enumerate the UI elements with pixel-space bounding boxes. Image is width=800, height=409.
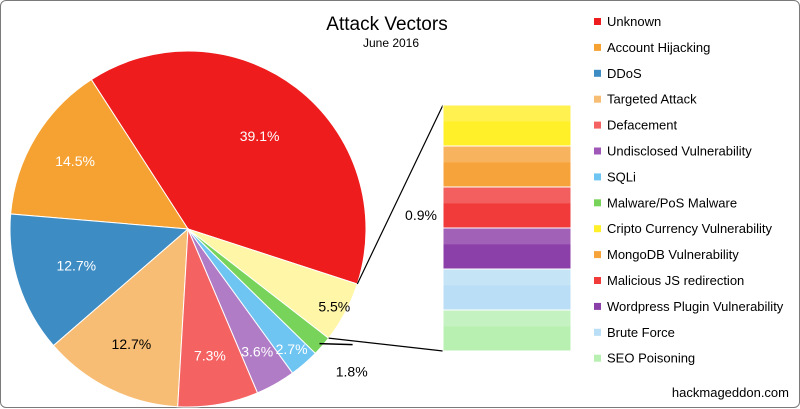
connector-line-bottom xyxy=(328,337,444,352)
legend-label-malicious-js-redirection: Malicious JS redirection xyxy=(607,273,744,288)
pie-label-malware-pos-malware: 1.8% xyxy=(336,364,368,380)
legend-swatch-cripto-currency-vulnerability xyxy=(594,225,601,233)
legend-label-ddos: DDoS xyxy=(607,66,642,81)
pie-label-leader-line xyxy=(319,342,353,346)
legend-swatch-wordpress-plugin-vulnerability xyxy=(594,302,601,310)
pie-slice-unknown xyxy=(90,50,367,285)
breakdown-segment-gloss xyxy=(443,228,571,245)
legend-swatch-malware-pos-malware xyxy=(594,199,601,207)
pie-label-unknown: 39.1% xyxy=(240,128,280,144)
legend-label-targeted-attack: Targeted Attack xyxy=(607,92,697,107)
legend-swatch-defacement xyxy=(594,121,601,129)
legend-swatch-undisclosed-vulnerability xyxy=(594,147,601,155)
legend-swatch-ddos xyxy=(594,69,601,77)
chart-title: Attack Vectors xyxy=(326,14,447,35)
legend-swatch-account-hijacking xyxy=(594,43,601,51)
pie-label-sqli: 2.7% xyxy=(276,341,308,357)
legend-label-account-hijacking: Account Hijacking xyxy=(607,40,710,55)
pie-label-targeted-attack: 12.7% xyxy=(112,336,152,352)
breakdown-segment-gloss xyxy=(443,146,571,163)
legend: Unknown Account Hijacking DDoS Targeted Att… xyxy=(594,14,784,366)
breakdown-value-label: 0.9% xyxy=(405,207,437,223)
legend-swatch-seo-poisoning xyxy=(594,354,601,362)
breakdown-connectors xyxy=(328,104,444,352)
breakdown-segment-cripto-currency-vulnerability xyxy=(442,104,572,147)
breakdown-segment-gloss xyxy=(443,187,571,204)
breakdown-segment-brute-force xyxy=(442,268,572,311)
connector-line-top xyxy=(356,104,444,285)
legend-swatch-targeted-attack xyxy=(594,95,601,103)
breakdown-segment-gloss xyxy=(443,310,571,327)
legend-swatch-sqli xyxy=(594,173,601,181)
pie-slice-ddos xyxy=(9,213,190,347)
legend-label-sqli: SQLi xyxy=(607,169,636,184)
breakdown-segment-gloss xyxy=(443,269,571,286)
pie-label-defacement: 7.3% xyxy=(194,347,226,363)
pie-label-other: 5.5% xyxy=(318,299,350,315)
chart-credit: hackmageddon.com xyxy=(672,385,789,400)
legend-label-mongodb-vulnerability: MongoDB Vulnerability xyxy=(607,247,739,262)
legend-swatch-brute-force xyxy=(594,328,601,336)
pie-label-account-hijacking: 14.5% xyxy=(55,153,95,169)
legend-label-malware-pos-malware: Malware/PoS Malware xyxy=(607,195,737,210)
breakdown-segment-malicious-js-redirection xyxy=(442,186,572,229)
legend-label-defacement: Defacement xyxy=(607,118,677,133)
chart-subtitle: June 2016 xyxy=(363,36,419,50)
legend-label-brute-force: Brute Force xyxy=(607,325,675,340)
legend-label-cripto-currency-vulnerability: Cripto Currency Vulnerability xyxy=(607,221,772,236)
breakdown-bar: 0.9% xyxy=(405,104,572,352)
legend-swatch-malicious-js-redirection xyxy=(594,277,601,284)
breakdown-segment-gloss xyxy=(443,105,571,122)
pie-slice-targeted-attack xyxy=(52,227,189,408)
legend-label-seo-poisoning: SEO Poisoning xyxy=(607,351,695,366)
legend-label-wordpress-plugin-vulnerability: Wordpress Plugin Vulnerability xyxy=(607,299,784,314)
pie-slice-account-hijacking xyxy=(10,78,189,230)
pie-label-undisclosed-vulnerability: 3.6% xyxy=(241,343,273,359)
legend-swatch-unknown xyxy=(594,18,601,25)
legend-label-undisclosed-vulnerability: Undisclosed Vulnerability xyxy=(607,144,752,159)
legend-swatch-mongodb-vulnerability xyxy=(594,251,601,259)
pie: 39.1% 14.5% 12.7% 12.7% 7.3% 3.6% 2.7% 1.8% 5.5% xyxy=(9,50,368,408)
breakdown-segment-seo-poisoning xyxy=(442,309,572,352)
pie-label-ddos: 12.7% xyxy=(56,257,96,273)
legend-label-unknown: Unknown xyxy=(607,14,661,29)
